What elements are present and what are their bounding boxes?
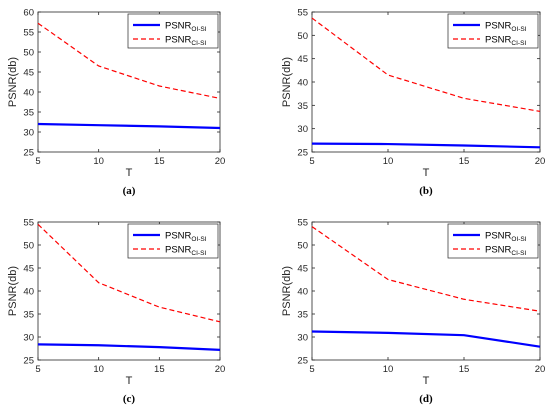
legend-name: PSNR bbox=[485, 245, 512, 256]
y-tick-label: 45 bbox=[23, 68, 34, 79]
panel-caption: (d) bbox=[419, 393, 433, 405]
y-tick-label: 25 bbox=[297, 356, 308, 367]
x-tick-label: 10 bbox=[383, 364, 394, 375]
y-tick-label: 25 bbox=[23, 148, 34, 159]
legend-name: PSNR bbox=[165, 35, 192, 46]
y-axis-label: PSNR(db) bbox=[281, 57, 293, 107]
y-tick-label: 40 bbox=[297, 287, 308, 298]
series-line-ci-si bbox=[311, 226, 541, 312]
legend-name: PSNR bbox=[165, 231, 192, 242]
x-tick-label: 20 bbox=[215, 364, 226, 375]
y-tick-label: 25 bbox=[297, 148, 308, 159]
chart-panel: 5 10 15 202530354045505560TPSNR(db)(a)PSNRO… bbox=[7, 8, 225, 198]
y-tick-label: 50 bbox=[297, 241, 308, 252]
y-tick-label: 55 bbox=[297, 8, 308, 19]
x-tick-label: 10 bbox=[93, 364, 104, 375]
y-tick-label: 55 bbox=[23, 28, 34, 39]
series-line-oi-si bbox=[37, 122, 221, 130]
legend-subscript: CI-SI bbox=[191, 40, 206, 47]
series-line-ci-si bbox=[37, 22, 221, 99]
x-tick-label: 20 bbox=[535, 364, 546, 375]
chart-panel: 5 10 15 2025303540455055TPSNR(db)(c)PSNROI-… bbox=[7, 218, 225, 406]
x-tick-label: 15 bbox=[459, 156, 470, 167]
panel-caption: (a) bbox=[123, 185, 136, 197]
legend-label: PSNRCI-SI bbox=[485, 35, 526, 48]
legend-subscript: OI-SI bbox=[191, 26, 206, 33]
x-tick-label: 20 bbox=[535, 156, 546, 167]
legend-subscript: OI-SI bbox=[191, 236, 206, 243]
legend-subscript: CI-SI bbox=[511, 250, 526, 257]
legend-label: PSNRCI-SI bbox=[165, 35, 206, 48]
series-line-ci-si bbox=[37, 223, 221, 323]
y-tick-label: 45 bbox=[297, 54, 308, 65]
x-tick-label: 15 bbox=[459, 364, 470, 375]
legend-label: PSNROI-SI bbox=[485, 231, 527, 244]
x-axis-label: T bbox=[126, 375, 133, 387]
y-tick-label: 35 bbox=[23, 108, 34, 119]
x-tick-label: 10 bbox=[383, 156, 394, 167]
legend-box bbox=[127, 13, 219, 49]
y-tick-label: 30 bbox=[297, 124, 308, 135]
x-tick-label: 5 bbox=[35, 364, 40, 375]
chart-panel: 5 10 15 2025303540455055TPSNR(db)(b)PSNROI-… bbox=[281, 8, 545, 198]
y-tick-label: 40 bbox=[23, 88, 34, 99]
legend-subscript: CI-SI bbox=[191, 250, 206, 257]
legend-name: PSNR bbox=[165, 21, 192, 32]
panel-caption: (c) bbox=[123, 393, 136, 405]
legend-box bbox=[447, 223, 539, 259]
y-tick-label: 50 bbox=[23, 48, 34, 59]
y-axis-label: PSNR(db) bbox=[281, 266, 293, 316]
chart-panel: 5 10 15 2025303540455055TPSNR(db)(d)PSNROI-… bbox=[281, 218, 545, 406]
x-tick-label: 15 bbox=[154, 364, 165, 375]
y-tick-label: 45 bbox=[297, 264, 308, 275]
y-tick-label: 55 bbox=[297, 218, 308, 229]
legend-name: PSNR bbox=[165, 245, 192, 256]
series-line-oi-si bbox=[311, 142, 541, 149]
series-line-oi-si bbox=[37, 343, 221, 351]
series-line-oi-si bbox=[311, 330, 541, 348]
legend-name: PSNR bbox=[485, 35, 512, 46]
legend-name: PSNR bbox=[485, 21, 512, 32]
legend-label: PSNROI-SI bbox=[485, 21, 527, 34]
y-axis-label: PSNR(db) bbox=[7, 266, 19, 316]
y-tick-label: 55 bbox=[23, 218, 34, 229]
x-tick-label: 5 bbox=[309, 364, 314, 375]
y-tick-label: 50 bbox=[23, 241, 34, 252]
y-tick-label: 40 bbox=[297, 78, 308, 89]
y-axis-label: PSNR(db) bbox=[7, 57, 19, 107]
y-tick-label: 35 bbox=[23, 310, 34, 321]
x-tick-label: 5 bbox=[309, 156, 314, 167]
y-tick-label: 60 bbox=[23, 8, 34, 19]
legend-label: PSNROI-SI bbox=[165, 231, 207, 244]
x-axis-label: T bbox=[126, 167, 133, 179]
x-tick-label: 20 bbox=[215, 156, 226, 167]
legend-label: PSNROI-SI bbox=[165, 21, 207, 34]
legend-box bbox=[127, 223, 219, 259]
legend-name: PSNR bbox=[485, 231, 512, 242]
x-axis-label: T bbox=[423, 167, 430, 179]
panel-caption: (b) bbox=[419, 185, 433, 197]
legend-subscript: OI-SI bbox=[511, 26, 526, 33]
x-axis-label: T bbox=[423, 375, 430, 387]
y-tick-label: 30 bbox=[23, 333, 34, 344]
y-tick-label: 35 bbox=[297, 101, 308, 112]
y-tick-label: 25 bbox=[23, 356, 34, 367]
y-tick-label: 50 bbox=[297, 31, 308, 42]
y-tick-label: 45 bbox=[23, 264, 34, 275]
legend-label: PSNRCI-SI bbox=[165, 245, 206, 258]
x-tick-label: 15 bbox=[154, 156, 165, 167]
y-tick-label: 30 bbox=[23, 128, 34, 139]
legend-label: PSNRCI-SI bbox=[485, 245, 526, 258]
x-tick-label: 5 bbox=[35, 156, 40, 167]
y-tick-label: 30 bbox=[297, 333, 308, 344]
legend-subscript: OI-SI bbox=[511, 236, 526, 243]
y-tick-label: 40 bbox=[23, 287, 34, 298]
x-tick-label: 10 bbox=[93, 156, 104, 167]
legend-subscript: CI-SI bbox=[511, 40, 526, 47]
legend-box bbox=[447, 13, 539, 49]
y-tick-label: 35 bbox=[297, 310, 308, 321]
